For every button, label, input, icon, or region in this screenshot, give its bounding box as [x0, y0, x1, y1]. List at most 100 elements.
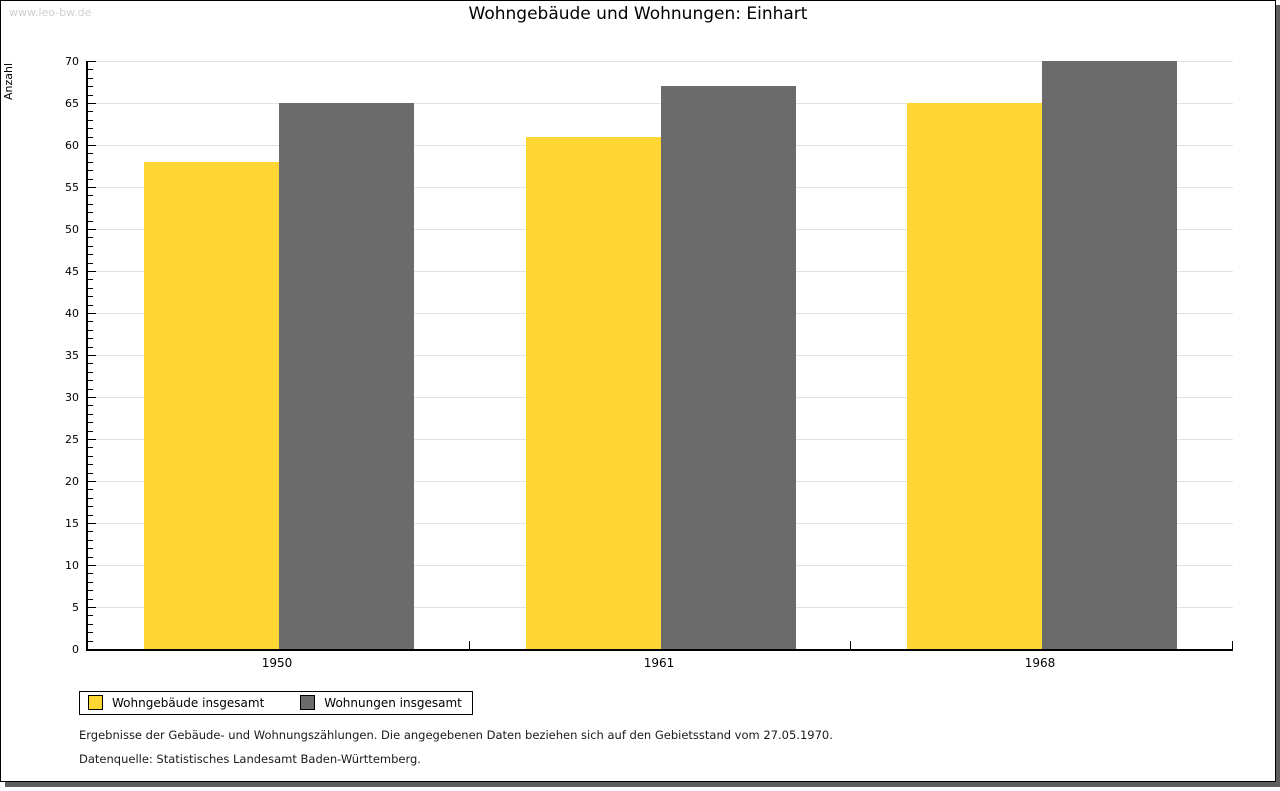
y-minor-tick	[88, 161, 93, 163]
y-tick-label: 70	[65, 55, 79, 68]
y-minor-tick	[88, 489, 93, 491]
legend-label: Wohngebäude insgesamt	[112, 695, 265, 710]
y-minor-tick	[88, 413, 93, 415]
footnote-datenquelle: Datenquelle: Statistisches Landesamt Bad…	[79, 752, 421, 766]
y-minor-tick	[88, 539, 93, 541]
y-major-tick	[88, 355, 96, 356]
watermark-leo-bw: www.leo-bw.de	[9, 6, 92, 19]
y-minor-tick	[88, 287, 93, 289]
y-tick-label: 20	[65, 475, 79, 488]
legend-box: Wohngebäude insgesamt Wohnungen insgesam…	[79, 691, 473, 715]
legend-item-wohngebaeude: Wohngebäude insgesamt	[88, 695, 264, 710]
y-major-tick	[88, 523, 96, 524]
y-major-tick	[88, 481, 96, 482]
y-minor-tick	[88, 472, 93, 474]
x-tick-label: 1950	[261, 656, 293, 670]
y-minor-tick	[88, 388, 93, 390]
y-minor-tick	[88, 422, 93, 424]
y-tick-label: 30	[65, 391, 79, 404]
x-tick-label: 1968	[1024, 656, 1056, 670]
y-minor-tick	[88, 203, 93, 205]
gridline	[88, 61, 1233, 62]
y-minor-tick	[88, 254, 93, 256]
y-minor-tick	[88, 615, 93, 617]
y-minor-tick	[88, 304, 93, 306]
y-tick-label: 10	[65, 559, 79, 572]
plot-area	[86, 61, 1233, 651]
y-minor-tick	[88, 371, 93, 373]
y-major-tick	[88, 565, 96, 566]
y-minor-tick	[88, 497, 93, 499]
y-minor-tick	[88, 380, 93, 382]
y-major-tick	[88, 439, 96, 440]
y-minor-tick	[88, 430, 93, 432]
y-major-tick	[88, 229, 96, 230]
bar-wohngebäude-1961	[526, 137, 661, 649]
legend-label: Wohnungen insgesamt	[324, 695, 462, 710]
y-tick-label: 35	[65, 349, 79, 362]
y-tick-label: 0	[72, 643, 79, 656]
y-minor-tick	[88, 581, 93, 583]
y-tick-label: 50	[65, 223, 79, 236]
y-minor-tick	[88, 111, 93, 113]
bar-wohngebäude-1968	[907, 103, 1042, 649]
y-major-tick	[88, 607, 96, 608]
y-tick-label: 60	[65, 139, 79, 152]
y-minor-tick	[88, 69, 93, 71]
y-major-tick	[88, 61, 96, 62]
y-minor-tick	[88, 640, 93, 642]
bar-wohngebäude-1950	[144, 162, 279, 649]
legend-swatch-yellow	[88, 695, 103, 710]
y-minor-tick	[88, 170, 93, 172]
y-tick-label: 65	[65, 97, 79, 110]
y-minor-tick	[88, 405, 93, 407]
y-minor-tick	[88, 556, 93, 558]
x-tick-label: 1961	[643, 656, 675, 670]
y-minor-tick	[88, 623, 93, 625]
y-tick-label: 45	[65, 265, 79, 278]
x-boundary-tick	[1232, 641, 1233, 649]
footnote-gebietsstand: Ergebnisse der Gebäude- und Wohnungszähl…	[79, 728, 833, 742]
y-major-tick	[88, 313, 96, 314]
y-minor-tick	[88, 77, 93, 79]
y-minor-tick	[88, 220, 93, 222]
y-minor-tick	[88, 119, 93, 121]
x-boundary-tick	[469, 641, 470, 649]
y-major-tick	[88, 271, 96, 272]
y-minor-tick	[88, 136, 93, 138]
y-minor-tick	[88, 548, 93, 550]
y-major-tick	[88, 145, 96, 146]
y-tick-label: 40	[65, 307, 79, 320]
y-minor-tick	[88, 632, 93, 634]
y-minor-tick	[88, 94, 93, 96]
y-minor-tick	[88, 329, 93, 331]
y-minor-tick	[88, 573, 93, 575]
y-tick-label: 5	[72, 601, 79, 614]
bar-wohnungen-1950	[279, 103, 414, 649]
y-minor-tick	[88, 464, 93, 466]
chart-title: Wohngebäude und Wohnungen: Einhart	[468, 4, 808, 24]
y-minor-tick	[88, 296, 93, 298]
y-major-tick	[88, 397, 96, 398]
y-minor-tick	[88, 590, 93, 592]
y-minor-tick	[88, 346, 93, 348]
y-major-tick	[88, 103, 96, 104]
y-major-tick	[88, 187, 96, 188]
gridline	[88, 103, 1233, 104]
y-minor-tick	[88, 153, 93, 155]
y-tick-label: 25	[65, 433, 79, 446]
y-minor-tick	[88, 514, 93, 516]
y-minor-tick	[88, 279, 93, 281]
y-minor-tick	[88, 447, 93, 449]
y-minor-tick	[88, 455, 93, 457]
bar-wohnungen-1961	[661, 86, 796, 649]
legend-swatch-gray	[300, 695, 316, 710]
y-minor-tick	[88, 245, 93, 247]
y-minor-tick	[88, 338, 93, 340]
x-boundary-tick	[850, 641, 851, 649]
y-minor-tick	[88, 237, 93, 239]
y-minor-tick	[88, 178, 93, 180]
y-minor-tick	[88, 531, 93, 533]
y-minor-tick	[88, 598, 93, 600]
